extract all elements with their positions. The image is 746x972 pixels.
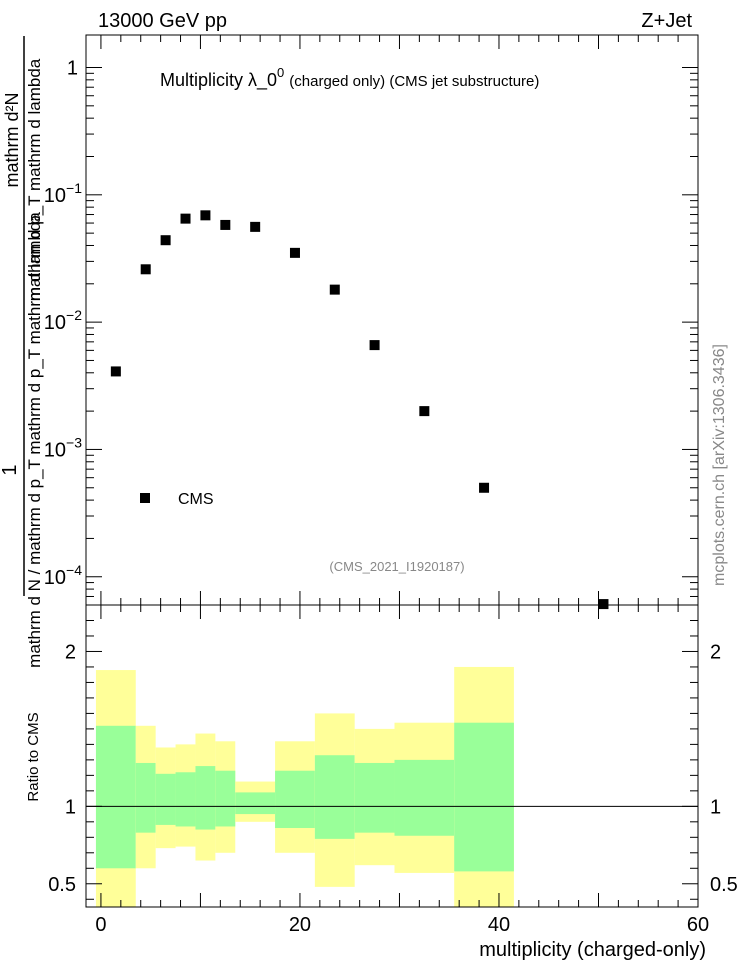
main-y-tick-exp: −1 [66, 180, 82, 196]
data-point-cms [220, 219, 231, 230]
main-panel-frame [85, 34, 699, 606]
data-point-cms [110, 366, 121, 377]
main-y-tick-base: 10 [44, 439, 66, 461]
side-label: mcplots.cern.ch [arXiv:1306.3436] [711, 344, 728, 586]
data-point-cms [369, 340, 380, 351]
data-point-cms [140, 264, 151, 275]
main-title-main: Multiplicity λ_0 [160, 70, 277, 91]
ratio-bands [95, 666, 514, 907]
main-y-tick-label: 10−2 [44, 307, 82, 334]
ratio-inner-band [235, 792, 276, 815]
main-y-tick-base: 10 [44, 312, 66, 334]
ylabel-top-sub: mathrm d p_T mathrm d lambda [25, 58, 44, 301]
main-y-tick-label: 10−4 [44, 562, 82, 589]
data-point-cms [200, 210, 211, 221]
main-title-rest: (charged only) (CMS jet substructure) [289, 73, 539, 90]
ratio-y-ticks: 0.5 0.5 1 1 2 2 [48, 619, 738, 900]
ylabel-denominator: mathrm d N / mathrm d p_T mathrm d p_T m… [25, 212, 44, 668]
data-point-cms [250, 221, 261, 232]
main-y-tick-label: 10−1 [44, 180, 82, 207]
ratio-y-tick-label-right: 1 [710, 796, 721, 818]
main-data-points [110, 210, 609, 610]
main-ylabel: 1 mathrm d²N mathrm d p_T mathrm d lambd… [0, 36, 44, 668]
ratio-x-tick-label: 60 [687, 914, 709, 936]
ratio-x-tick-label: 20 [289, 914, 311, 936]
legend-label: CMS [178, 491, 214, 508]
main-title-sup: 0 [277, 65, 284, 80]
main-y-tick-base: 10 [44, 567, 66, 589]
ratio-y-tick-label: 0.5 [48, 874, 76, 896]
ratio-inner-band [175, 772, 196, 827]
analysis-watermark: (CMS_2021_I1920187) [329, 559, 464, 574]
ratio-inner-band [135, 762, 156, 833]
header-right: Z+Jet [641, 10, 692, 32]
ratio-inner-band [155, 773, 176, 825]
ratio-inner-band [354, 762, 395, 833]
ratio-inner-band [454, 722, 514, 872]
ratio-inner-band [195, 766, 216, 830]
main-x-ticks [100, 35, 699, 605]
legend-marker [140, 493, 150, 503]
ratio-xlabel: multiplicity (charged-only) [479, 939, 706, 961]
main-y-ticks: 110−110−210−310−4 [44, 57, 698, 606]
ratio-y-tick-label-right: 2 [710, 641, 721, 663]
legend: CMS [140, 491, 214, 508]
data-point-cms [160, 235, 171, 246]
ratio-inner-band [275, 770, 315, 829]
header-left: 13000 GeV pp [98, 10, 227, 32]
ratio-x-tick-label: 0 [95, 914, 106, 936]
data-point-cms [180, 213, 191, 224]
main-y-tick-exp: −4 [66, 562, 82, 578]
data-point-cms [329, 284, 340, 295]
ylabel-top-part: mathrm d²N [2, 92, 22, 187]
data-point-cms [419, 406, 430, 417]
ratio-y-tick-label: 1 [65, 796, 76, 818]
ratio-x-tick-label: 40 [488, 914, 510, 936]
ratio-inner-band [314, 755, 355, 839]
ratio-ylabel: Ratio to CMS [25, 712, 42, 801]
ratio-y-tick-label: 2 [65, 641, 76, 663]
main-y-tick-label: 1 [67, 57, 78, 79]
main-y-tick-exp: −3 [66, 434, 82, 450]
main-y-tick-label: 10−3 [44, 434, 82, 461]
ratio-inner-band [95, 725, 136, 869]
ratio-inner-band [394, 759, 455, 836]
main-title: Multiplicity λ_00 (charged only) (CMS jet… [160, 65, 539, 91]
main-y-tick-base: 10 [44, 185, 66, 207]
ratio-x-ticks: 0 20 40 60 [95, 605, 709, 936]
ylabel-top: mathrm d²N [2, 92, 22, 187]
ratio-y-tick-label-right: 0.5 [710, 874, 738, 896]
data-point-cms [479, 482, 490, 493]
ratio-panel-frame [85, 604, 699, 908]
data-point-cms [598, 599, 609, 610]
ylabel-numerator: 1 [0, 464, 21, 475]
ratio-inner-band [215, 770, 236, 827]
data-point-cms [289, 247, 300, 258]
main-y-tick-exp: −2 [66, 307, 82, 323]
